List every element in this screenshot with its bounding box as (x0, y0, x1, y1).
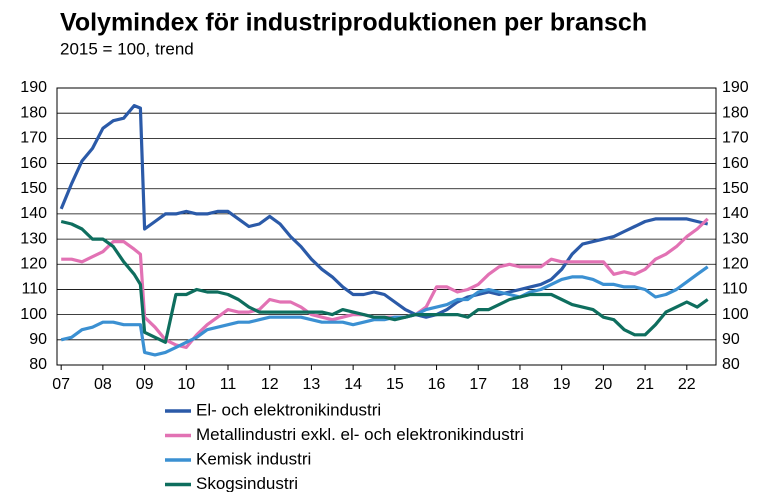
y-tick-label: 140 (20, 205, 47, 222)
y-tick-label: 80 (29, 356, 47, 373)
x-tick-label: 16 (428, 376, 446, 393)
y2-tick-label: 170 (722, 130, 749, 147)
legend-label: Skogsindustri (196, 474, 298, 492)
y2-tick-label: 130 (722, 230, 749, 247)
y2-tick-label: 80 (722, 356, 740, 373)
x-tick-label: 11 (220, 376, 237, 393)
x-tick-label: 20 (594, 376, 612, 393)
y2-tick-label: 110 (722, 281, 748, 298)
y2-tick-label: 160 (722, 155, 749, 172)
y-tick-label: 100 (20, 306, 47, 323)
y2-tick-label: 180 (722, 104, 749, 121)
x-tick-label: 12 (261, 376, 279, 393)
y-tick-label: 130 (20, 230, 47, 247)
x-tick-label: 15 (386, 376, 404, 393)
x-tick-label: 21 (636, 376, 654, 393)
series-line (59, 104, 709, 319)
x-tick-label: 10 (177, 376, 195, 393)
y-tick-label: 110 (21, 281, 47, 298)
x-tick-label: 13 (303, 376, 321, 393)
x-tick-label: 19 (553, 376, 571, 393)
chart-subtitle: 2015 = 100, trend (60, 39, 194, 58)
x-tick-label: 18 (511, 376, 529, 393)
x-tick-label: 08 (94, 376, 112, 393)
x-tick-label: 09 (136, 376, 154, 393)
y2-tick-label: 90 (722, 331, 740, 348)
plot-frame (56, 87, 717, 366)
y2-tick-label: 150 (722, 180, 749, 197)
y-tick-label: 160 (20, 155, 47, 172)
y-tick-label: 90 (29, 331, 47, 348)
series-line (60, 265, 709, 357)
y2-tick-label: 140 (722, 205, 749, 222)
legend-label: Kemisk industri (196, 449, 311, 468)
chart-title: Volymindex för industriproduktionen per … (60, 9, 647, 37)
y2-tick-label: 190 (722, 79, 749, 96)
x-tick-label: 22 (678, 376, 696, 393)
y-tick-label: 170 (20, 130, 47, 147)
legend-label: El- och elektronikindustri (196, 400, 381, 419)
y-tick-label: 120 (20, 255, 47, 272)
y-tick-label: 190 (20, 79, 47, 96)
y2-tick-label: 120 (722, 255, 749, 272)
x-tick-label: 07 (52, 376, 70, 393)
x-tick-label: 17 (469, 376, 487, 393)
x-tick-label: 14 (344, 376, 362, 393)
y-tick-label: 180 (20, 104, 47, 121)
y-tick-label: 150 (20, 180, 47, 197)
legend-label: Metallindustri exkl. el- och elektroniki… (196, 425, 524, 444)
y2-tick-label: 100 (722, 306, 749, 323)
series-line (60, 219, 709, 344)
